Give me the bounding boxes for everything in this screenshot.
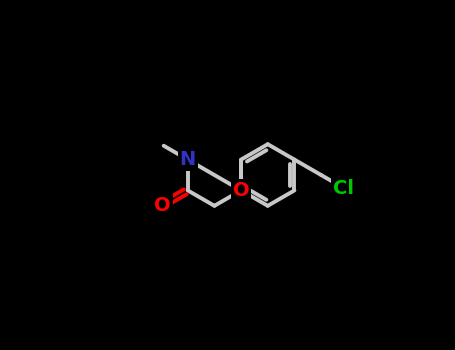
Text: Cl: Cl: [333, 178, 354, 198]
Text: O: O: [233, 181, 249, 200]
Text: N: N: [180, 150, 196, 169]
Text: O: O: [154, 196, 171, 215]
